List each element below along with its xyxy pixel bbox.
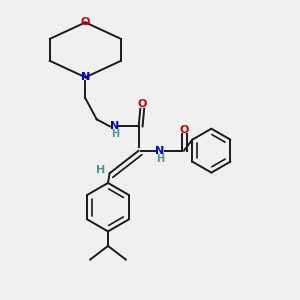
Text: N: N xyxy=(81,72,90,82)
Text: N: N xyxy=(155,146,164,156)
Text: O: O xyxy=(81,17,90,27)
Text: H: H xyxy=(96,165,105,175)
Text: N: N xyxy=(110,122,119,131)
Text: O: O xyxy=(179,124,189,135)
Text: H: H xyxy=(156,154,164,164)
Text: O: O xyxy=(138,99,147,109)
Text: H: H xyxy=(111,130,119,140)
